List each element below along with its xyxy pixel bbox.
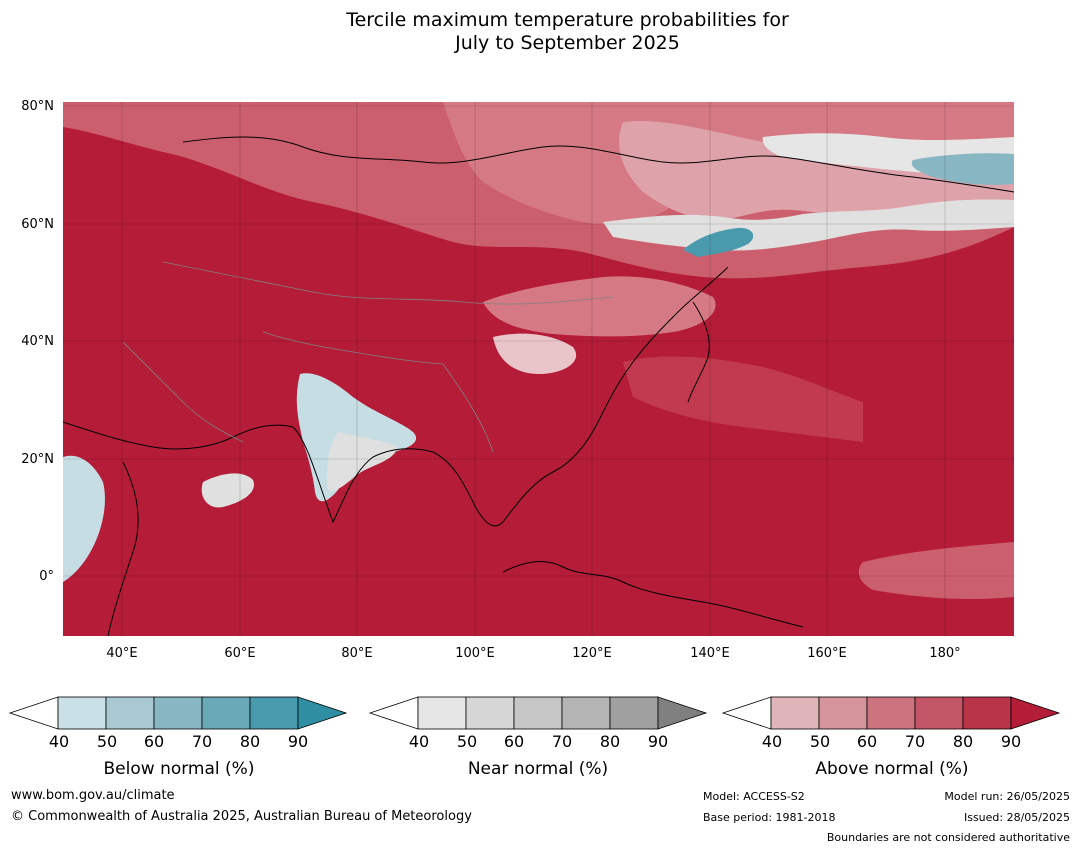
below-tick-90: 90 <box>287 732 309 751</box>
near-tick-80: 80 <box>599 732 621 751</box>
lat-label-40n: 40°N <box>21 334 54 349</box>
colorbar-segment-4 <box>914 696 964 730</box>
below-tick-50: 50 <box>96 732 118 751</box>
disclaimer-text: Boundaries are not considered authoritat… <box>826 831 1070 844</box>
colorbar-segment-1 <box>770 696 820 730</box>
colorbar-high-arrow <box>297 696 348 730</box>
near-tick-60: 60 <box>503 732 525 751</box>
copyright-text: © Commonwealth of Australia 2025, Austra… <box>11 809 472 824</box>
base-period-text: Base period: 1981-2018 <box>703 811 836 824</box>
colorbar-low-arrow <box>8 696 59 730</box>
map-title-line-2: July to September 2025 <box>455 32 680 54</box>
map-graticule <box>63 102 1014 636</box>
lon-label-160e: 160°E <box>807 646 847 661</box>
colorbar-segment-2 <box>465 696 515 730</box>
above-tick-60: 60 <box>856 732 878 751</box>
lon-label-120e: 120°E <box>572 646 612 661</box>
lat-label-20n: 20°N <box>21 452 54 467</box>
colorbar-segment-4 <box>561 696 611 730</box>
south-pacific-region <box>858 542 1014 600</box>
above-normal-colorbar <box>721 690 1061 730</box>
near-normal-colorbar-bar <box>368 696 708 730</box>
lon-label-100e: 100°E <box>455 646 495 661</box>
above-tick-70: 70 <box>904 732 926 751</box>
below-tick-60: 60 <box>143 732 165 751</box>
colorbar-segment-5 <box>962 696 1012 730</box>
colorbar-segment-3 <box>866 696 916 730</box>
probability-map <box>63 102 1014 636</box>
above-tick-80: 80 <box>952 732 974 751</box>
below-normal-colorbar <box>8 690 348 730</box>
india-near-normal <box>326 432 398 491</box>
colorbar-segment-4 <box>201 696 251 730</box>
below-normal-okhotsk <box>683 227 754 257</box>
colorbar-segment-2 <box>105 696 155 730</box>
above-normal-label: Above normal (%) <box>815 759 969 779</box>
above-tick-50: 50 <box>809 732 831 751</box>
colorbar-low-arrow <box>721 696 772 730</box>
china-region <box>493 333 577 375</box>
colorbar-segment-2 <box>818 696 868 730</box>
above-tick-90: 90 <box>1000 732 1022 751</box>
lon-label-60e: 60°E <box>224 646 256 661</box>
below-normal-label: Below normal (%) <box>103 759 255 779</box>
below-normal-colorbar-bar <box>8 696 348 730</box>
issued-text: Issued: 28/05/2025 <box>963 811 1070 824</box>
colorbar-segment-1 <box>57 696 107 730</box>
colorbar-segment-1 <box>417 696 467 730</box>
above-normal-colorbar-bar <box>721 696 1061 730</box>
colorbar-low-arrow <box>368 696 419 730</box>
model-text: Model: ACCESS-S2 <box>703 790 805 803</box>
below-normal-chukotka <box>911 153 1014 185</box>
lat-label-equator: 0° <box>39 569 54 584</box>
colorbar-high-arrow <box>1010 696 1061 730</box>
near-tick-70: 70 <box>551 732 573 751</box>
lat-label-60n: 60°N <box>21 217 54 232</box>
lon-label-180: 180° <box>929 646 961 661</box>
colorbar-segment-3 <box>153 696 203 730</box>
above-tick-40: 40 <box>761 732 783 751</box>
lon-label-140e: 140°E <box>690 646 730 661</box>
website-text: www.bom.gov.au/climate <box>11 788 175 803</box>
map-title: Tercile maximum temperature probabilitie… <box>0 9 1081 55</box>
model-run-text: Model run: 26/05/2025 <box>944 790 1070 803</box>
colorbar-segment-3 <box>513 696 563 730</box>
lat-label-80n: 80°N <box>21 99 54 114</box>
below-tick-40: 40 <box>48 732 70 751</box>
map-canvas <box>63 102 1014 636</box>
near-normal-label: Near normal (%) <box>467 759 609 779</box>
map-title-line-1: Tercile maximum temperature probabilitie… <box>346 9 789 31</box>
mongolia-region <box>483 276 716 337</box>
lon-label-80e: 80°E <box>341 646 373 661</box>
colorbar-segment-5 <box>609 696 659 730</box>
below-tick-80: 80 <box>239 732 261 751</box>
arabian-near-normal <box>201 473 254 508</box>
colorbar-segment-5 <box>249 696 299 730</box>
country-borders <box>122 261 614 453</box>
near-tick-90: 90 <box>647 732 669 751</box>
east-africa-below-normal <box>63 455 105 582</box>
below-tick-70: 70 <box>191 732 213 751</box>
colorbar-high-arrow <box>657 696 708 730</box>
near-normal-colorbar <box>368 690 708 730</box>
north-pacific-region <box>623 356 863 442</box>
lon-label-40e: 40°E <box>106 646 138 661</box>
near-tick-40: 40 <box>408 732 430 751</box>
near-tick-50: 50 <box>456 732 478 751</box>
